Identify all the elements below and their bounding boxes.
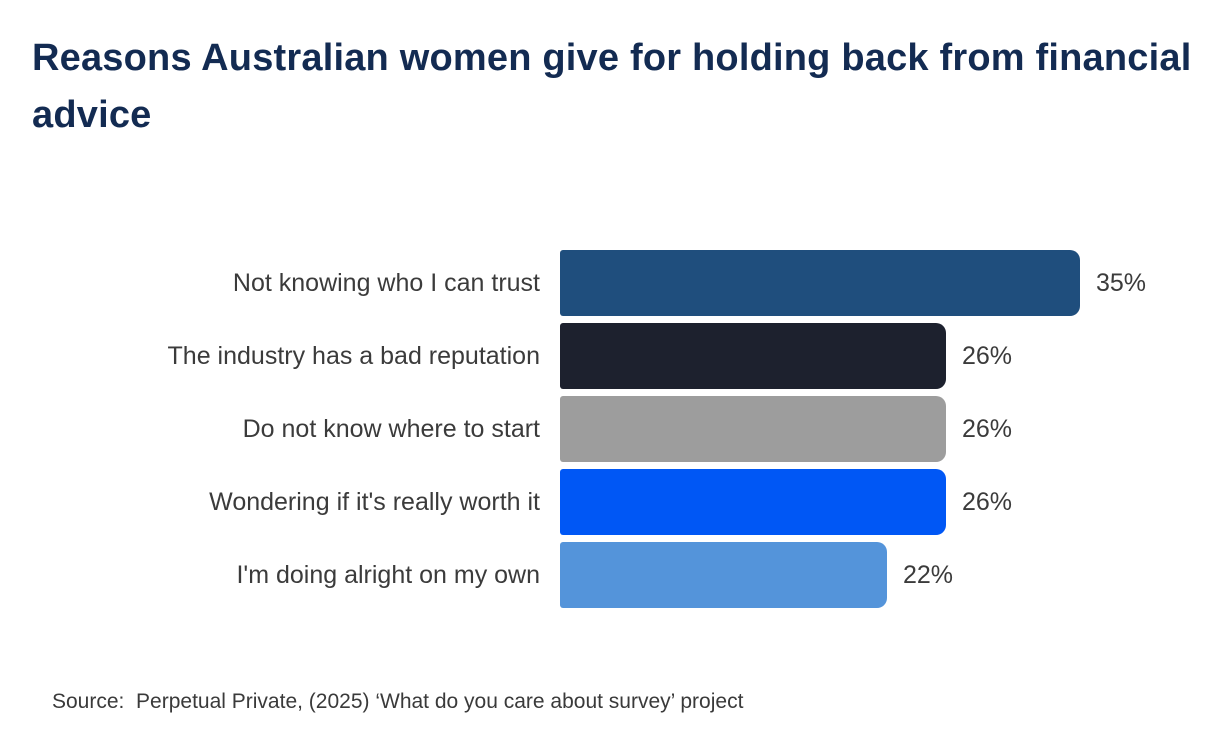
bar-chart: Not knowing who I can trust 35% The indust… (0, 250, 1210, 615)
bar (560, 469, 946, 535)
value-label: 22% (903, 560, 954, 589)
source-attribution: Source: Perpetual Private, (2025) ‘What … (52, 690, 744, 713)
category-label: Wondering if it's really worth it (209, 487, 540, 516)
category-label: I'm doing alright on my own (236, 560, 540, 589)
category-label: The industry has a bad reputation (167, 341, 540, 370)
bar-row: The industry has a bad reputation 26% (0, 323, 1210, 389)
bar-row: Wondering if it's really worth it 26% (0, 469, 1210, 535)
bar (560, 250, 1080, 316)
bar (560, 396, 946, 462)
bar-row: I'm doing alright on my own 22% (0, 542, 1210, 608)
bar (560, 542, 887, 608)
value-label: 26% (962, 341, 1013, 370)
bar (560, 323, 946, 389)
chart-title: Reasons Australian women give for holdin… (32, 37, 1192, 136)
value-label: 26% (962, 487, 1013, 516)
category-label: Do not know where to start (242, 414, 540, 443)
bar-row: Not knowing who I can trust 35% (0, 250, 1210, 316)
value-label: 26% (962, 414, 1013, 443)
bar-row: Do not know where to start 26% (0, 396, 1210, 462)
value-label: 35% (1096, 268, 1147, 297)
category-label: Not knowing who I can trust (232, 268, 540, 297)
